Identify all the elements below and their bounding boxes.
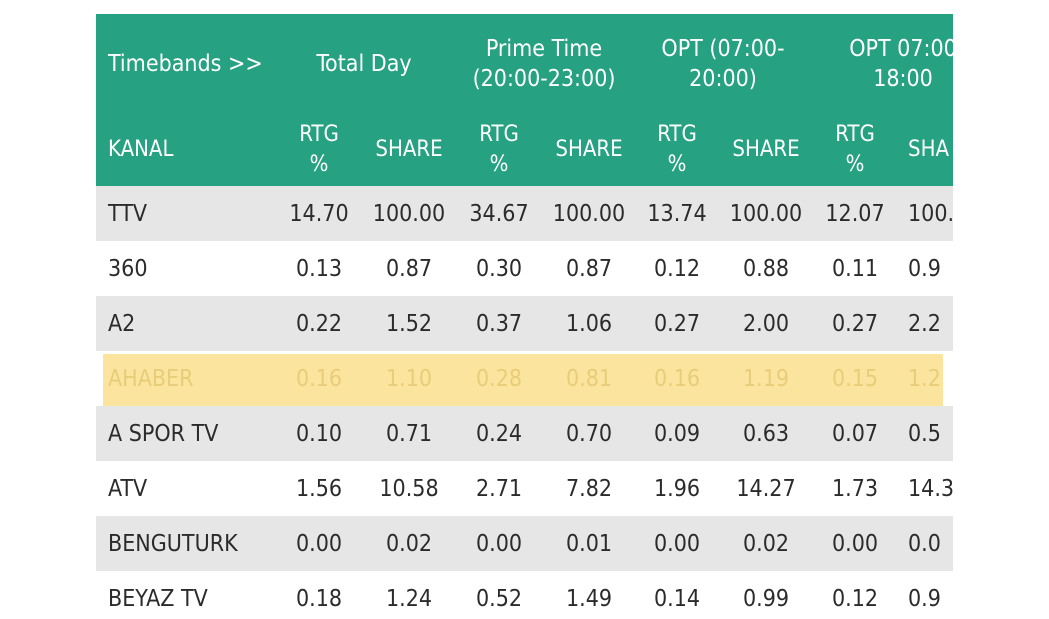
metric-header: SHARE — [555, 137, 623, 162]
value-cell: 0.00 — [475, 530, 523, 557]
value-cell: 2.2 — [908, 310, 941, 337]
metric-header: SHARE — [375, 137, 443, 162]
table-row: AHABER 0.16 1.10 0.28 0.81 0.16 1.19 0.15 1.2 — [96, 351, 953, 406]
metric-header: RTG % — [835, 122, 875, 177]
value-cell: 0.13 — [295, 255, 343, 282]
value-cell: 0.24 — [475, 420, 523, 447]
value-cell: 2.00 — [742, 310, 790, 337]
channel-name: AHABER — [108, 365, 194, 392]
value-cell: 0.0 — [908, 530, 941, 557]
value-cell: 0.9 — [908, 255, 941, 282]
channel-name: ATV — [108, 475, 148, 502]
value-cell: 0.15 — [831, 365, 879, 392]
value-cell: 0.09 — [653, 420, 701, 447]
metric-header: SHA — [908, 137, 949, 162]
value-cell: 0.16 — [653, 365, 701, 392]
value-cell: 1.2 — [908, 365, 941, 392]
value-cell: 13.74 — [647, 200, 707, 227]
value-cell: 0.52 — [475, 585, 523, 612]
channel-name: A2 — [108, 310, 136, 337]
metric-header: RTG % — [479, 122, 519, 177]
value-cell: 0.07 — [831, 420, 879, 447]
value-cell: 34.67 — [469, 200, 529, 227]
value-cell: 14.70 — [289, 200, 349, 227]
table-row: 360 0.13 0.87 0.30 0.87 0.12 0.88 0.11 0.9 — [96, 241, 953, 296]
value-cell: 100.00 — [372, 200, 446, 227]
value-cell: 1.73 — [831, 475, 879, 502]
value-cell: 0.27 — [653, 310, 701, 337]
value-cell: 2.71 — [475, 475, 523, 502]
band-total-day: Total Day — [316, 51, 412, 77]
value-cell: 0.30 — [475, 255, 523, 282]
table-row: BEYAZ TV 0.18 1.24 0.52 1.49 0.14 0.99 0.12 0.9 — [96, 571, 953, 619]
value-cell: 100. — [908, 200, 953, 227]
table-row: BENGUTURK 0.00 0.02 0.00 0.01 0.00 0.02 0.00 0.0 — [96, 516, 953, 571]
value-cell: 0.00 — [653, 530, 701, 557]
metric-header: RTG % — [299, 122, 339, 177]
value-cell: 100.00 — [552, 200, 626, 227]
value-cell: 0.12 — [653, 255, 701, 282]
value-cell: 1.10 — [385, 365, 433, 392]
value-cell: 0.02 — [385, 530, 433, 557]
value-cell: 0.22 — [295, 310, 343, 337]
band-prime-time: Prime Time (20:00-23:00) — [472, 36, 616, 92]
value-cell: 0.37 — [475, 310, 523, 337]
value-cell: 0.99 — [742, 585, 790, 612]
metric-header: SHARE — [732, 137, 800, 162]
value-cell: 0.70 — [565, 420, 613, 447]
value-cell: 1.49 — [565, 585, 613, 612]
value-cell: 0.18 — [295, 585, 343, 612]
value-cell: 0.87 — [565, 255, 613, 282]
table-row: A SPOR TV 0.10 0.71 0.24 0.70 0.09 0.63 0.07 0.5 — [96, 406, 953, 461]
value-cell: 0.10 — [295, 420, 343, 447]
value-cell: 0.87 — [385, 255, 433, 282]
table-row: ATV 1.56 10.58 2.71 7.82 1.96 14.27 1.73 14.3 — [96, 461, 953, 516]
value-cell: 1.06 — [565, 310, 613, 337]
value-cell: 0.9 — [908, 585, 941, 612]
channel-name: A SPOR TV — [108, 420, 219, 447]
value-cell: 0.27 — [831, 310, 879, 337]
value-cell: 0.00 — [295, 530, 343, 557]
band-opt-07-18: OPT 07:00 18:00 — [849, 36, 953, 92]
value-cell: 10.58 — [379, 475, 439, 502]
value-cell: 0.63 — [742, 420, 790, 447]
channel-name: BENGUTURK — [108, 530, 238, 557]
channel-name: TTV — [108, 200, 148, 227]
value-cell: 1.96 — [653, 475, 701, 502]
value-cell: 7.82 — [565, 475, 613, 502]
value-cell: 100.00 — [729, 200, 803, 227]
value-cell: 14.3 — [908, 475, 953, 502]
value-cell: 0.12 — [831, 585, 879, 612]
value-cell: 1.52 — [385, 310, 433, 337]
table-body: TTV 14.70 100.00 34.67 100.00 13.74 100.00 12.0… — [96, 186, 953, 619]
value-cell: 1.19 — [742, 365, 790, 392]
timebands-label: Timebands >> — [108, 51, 263, 77]
value-cell: 0.16 — [295, 365, 343, 392]
table-header: Timebands >> Total Day Prime Time (20:00… — [96, 14, 953, 186]
value-cell: 0.81 — [565, 365, 613, 392]
value-cell: 0.28 — [475, 365, 523, 392]
value-cell: 0.71 — [385, 420, 433, 447]
band-opt-07-20: OPT (07:00- 20:00) — [661, 36, 785, 92]
value-cell: 1.56 — [295, 475, 343, 502]
table-row: A2 0.22 1.52 0.37 1.06 0.27 2.00 0.27 2.2 — [96, 296, 953, 351]
ratings-table: Timebands >> Total Day Prime Time (20:00… — [96, 14, 953, 619]
metric-header: RTG % — [657, 122, 697, 177]
value-cell: 0.02 — [742, 530, 790, 557]
value-cell: 0.5 — [908, 420, 941, 447]
table-row: TTV 14.70 100.00 34.67 100.00 13.74 100.00 12.0… — [96, 186, 953, 241]
kanal-column-header: KANAL — [108, 137, 174, 162]
value-cell: 14.27 — [736, 475, 796, 502]
value-cell: 0.14 — [653, 585, 701, 612]
value-cell: 0.88 — [742, 255, 790, 282]
channel-name: 360 — [108, 255, 148, 282]
channel-name: BEYAZ TV — [108, 585, 208, 612]
value-cell: 0.11 — [831, 255, 879, 282]
value-cell: 12.07 — [825, 200, 885, 227]
value-cell: 0.01 — [565, 530, 613, 557]
value-cell: 0.00 — [831, 530, 879, 557]
value-cell: 1.24 — [385, 585, 433, 612]
